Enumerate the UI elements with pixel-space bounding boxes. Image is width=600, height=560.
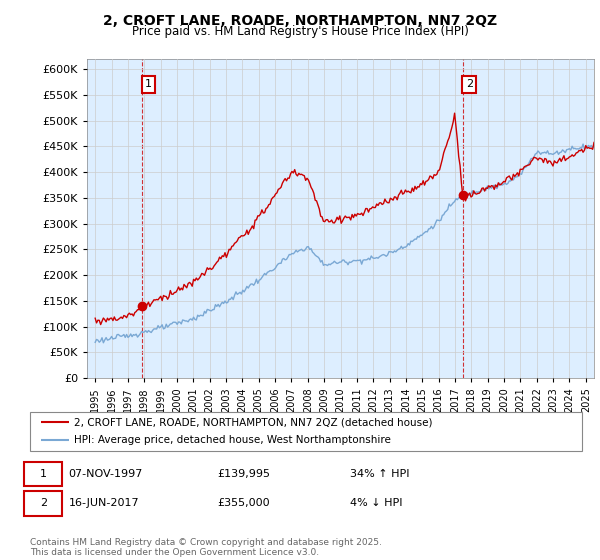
- Text: 2: 2: [40, 498, 47, 508]
- Text: 4% ↓ HPI: 4% ↓ HPI: [350, 498, 403, 508]
- FancyBboxPatch shape: [30, 412, 582, 451]
- Text: 07-NOV-1997: 07-NOV-1997: [68, 469, 143, 479]
- FancyBboxPatch shape: [25, 461, 62, 486]
- Text: Price paid vs. HM Land Registry's House Price Index (HPI): Price paid vs. HM Land Registry's House …: [131, 25, 469, 38]
- Text: 1: 1: [145, 80, 152, 90]
- Text: 16-JUN-2017: 16-JUN-2017: [68, 498, 139, 508]
- Text: 2: 2: [466, 80, 473, 90]
- Text: 1: 1: [40, 469, 47, 479]
- Text: HPI: Average price, detached house, West Northamptonshire: HPI: Average price, detached house, West…: [74, 435, 391, 445]
- Text: £139,995: £139,995: [218, 469, 271, 479]
- Text: Contains HM Land Registry data © Crown copyright and database right 2025.
This d: Contains HM Land Registry data © Crown c…: [30, 538, 382, 557]
- Text: 2, CROFT LANE, ROADE, NORTHAMPTON, NN7 2QZ: 2, CROFT LANE, ROADE, NORTHAMPTON, NN7 2…: [103, 14, 497, 28]
- Text: 2, CROFT LANE, ROADE, NORTHAMPTON, NN7 2QZ (detached house): 2, CROFT LANE, ROADE, NORTHAMPTON, NN7 2…: [74, 417, 433, 427]
- FancyBboxPatch shape: [25, 491, 62, 516]
- Text: 34% ↑ HPI: 34% ↑ HPI: [350, 469, 410, 479]
- Text: £355,000: £355,000: [218, 498, 271, 508]
